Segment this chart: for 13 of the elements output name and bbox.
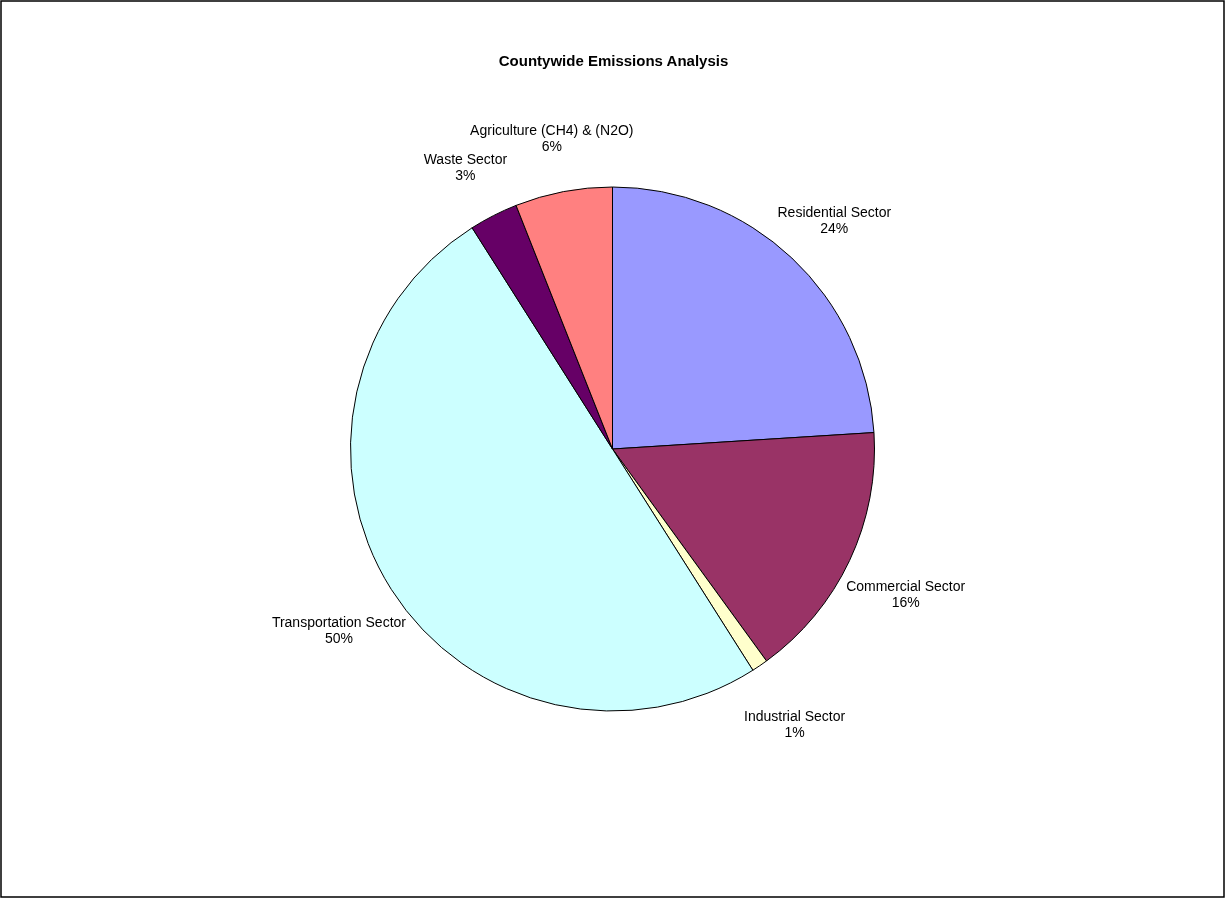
slice-label: Waste Sector (423, 151, 508, 168)
data-label: 24% (820, 219, 849, 236)
slice-label: Transportation Sector (271, 613, 407, 630)
chart-title: Countywide Emissions Analysis (498, 52, 729, 69)
slice-label: Commercial Sector (846, 577, 966, 594)
slice-label: Industrial Sector (744, 707, 846, 724)
slice-label: Agriculture (CH4) & (N2O) (470, 121, 634, 138)
data-label: 16% (891, 593, 920, 610)
data-label: 3% (455, 167, 476, 184)
data-label: 1% (784, 723, 805, 740)
slice-label: Residential Sector (777, 203, 892, 220)
data-label: 50% (324, 629, 353, 646)
data-label: 6% (541, 137, 562, 154)
